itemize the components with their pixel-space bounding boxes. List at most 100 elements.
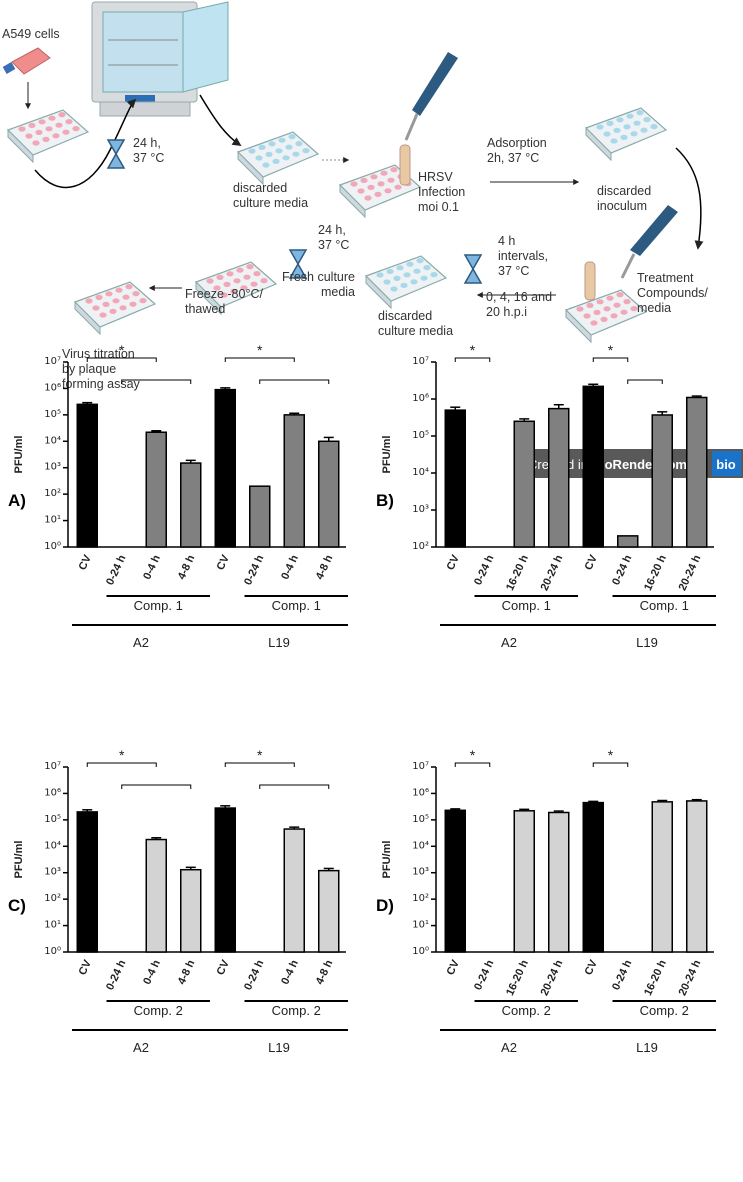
y-tick-label: 10³ xyxy=(412,867,429,878)
y-tick-label: 10² xyxy=(412,893,429,904)
significance-label: * xyxy=(119,342,125,358)
flask-cap xyxy=(2,62,16,74)
y-tick-label: 10⁷ xyxy=(412,761,429,772)
well xyxy=(633,120,641,126)
well xyxy=(119,305,127,311)
chart: D) PFU/ml 10⁰ 10¹ 10² 10³ 10⁴ 10⁵ 10⁶ 10⁷ CV 0-24 h… xyxy=(376,747,716,1055)
well xyxy=(393,275,401,281)
x-tick-label: 0-24 h xyxy=(472,958,496,992)
well-plate-side xyxy=(237,150,264,186)
significance-bracket xyxy=(592,357,629,362)
y-tick-label: 10⁵ xyxy=(412,814,429,825)
x-tick-label: 4-8 h xyxy=(176,553,198,582)
significance-bracket xyxy=(454,762,491,767)
y-tick-label: 10³ xyxy=(412,504,429,515)
x-tick-label: 0-24 h xyxy=(104,553,128,587)
well xyxy=(275,148,283,154)
arrow xyxy=(199,94,242,146)
well xyxy=(285,144,293,150)
x-tick-label: 16-20 h xyxy=(642,553,669,593)
y-tick-label: 10¹ xyxy=(412,920,429,931)
well xyxy=(206,278,214,284)
y-tick-label: 10³ xyxy=(44,462,61,473)
well xyxy=(112,298,120,304)
step-label: Treatment xyxy=(637,271,694,285)
bar xyxy=(617,535,639,548)
well xyxy=(623,124,631,130)
well-plate-side xyxy=(365,274,392,310)
y-axis-label: PFU/ml xyxy=(13,436,25,474)
y-tick-label: 10⁷ xyxy=(44,356,61,367)
well xyxy=(613,127,621,133)
well xyxy=(400,282,408,288)
well xyxy=(610,138,618,144)
well xyxy=(58,112,66,118)
x-tick-label: 16-20 h xyxy=(504,553,531,593)
well xyxy=(583,313,591,319)
bar xyxy=(214,807,236,953)
well xyxy=(383,279,391,285)
well-plate-side xyxy=(74,300,101,336)
well xyxy=(288,134,296,140)
well xyxy=(62,129,70,135)
incubator-door xyxy=(182,1,229,93)
x-tick-label: 16-20 h xyxy=(642,958,669,998)
well xyxy=(410,279,418,285)
well xyxy=(403,272,411,278)
significance-label: * xyxy=(119,747,125,763)
well xyxy=(376,272,384,278)
significance-label: * xyxy=(257,342,263,358)
well xyxy=(603,131,611,137)
well xyxy=(610,313,618,319)
well xyxy=(413,268,421,274)
well xyxy=(42,136,50,142)
panel-label: D) xyxy=(376,896,394,915)
bar xyxy=(444,809,466,953)
well xyxy=(636,110,644,116)
pipette xyxy=(412,52,458,116)
well xyxy=(616,292,624,298)
group-label: L19 xyxy=(636,1040,658,1055)
x-tick-label: CV xyxy=(445,553,463,573)
y-tick-label: 10⁴ xyxy=(412,467,429,478)
bar xyxy=(283,414,305,548)
well xyxy=(122,294,130,300)
panel-label: C) xyxy=(8,896,26,915)
well xyxy=(115,287,123,293)
well xyxy=(623,299,631,305)
well xyxy=(600,316,608,322)
well xyxy=(360,177,368,183)
well xyxy=(386,268,394,274)
x-tick-label: CV xyxy=(583,958,601,978)
well xyxy=(25,133,33,139)
chart: B) PFU/ml 10² 10³ 10⁴ 10⁵ 10⁶ 10⁷ CV 0-24 h 16-20 … xyxy=(376,342,716,650)
x-tick-label: CV xyxy=(77,553,95,573)
well xyxy=(255,155,263,161)
significance-bracket xyxy=(454,357,491,362)
step-label: Freeze -80°C/ xyxy=(185,287,263,301)
bar xyxy=(214,388,236,548)
subgroup-label: Comp. 2 xyxy=(640,1003,689,1018)
well xyxy=(350,181,358,187)
well xyxy=(92,305,100,311)
flask xyxy=(11,47,51,75)
significance-bracket xyxy=(121,379,192,384)
y-axis-label: PFU/ml xyxy=(381,841,393,879)
x-tick-label: 0-24 h xyxy=(472,553,496,587)
y-tick-label: 10⁶ xyxy=(412,787,429,798)
well xyxy=(129,301,137,307)
well xyxy=(48,115,56,121)
well xyxy=(223,281,231,287)
hourglass xyxy=(288,249,308,279)
step-label: 37 °C xyxy=(133,151,164,165)
well xyxy=(387,177,395,183)
well xyxy=(576,306,584,312)
well-plate-side xyxy=(565,308,592,344)
bar xyxy=(145,431,167,548)
y-tick-label: 10⁵ xyxy=(44,409,61,420)
x-tick-label: 20-24 h xyxy=(539,553,566,593)
x-tick-label: CV xyxy=(215,958,233,978)
well xyxy=(596,299,604,305)
well xyxy=(55,122,63,128)
